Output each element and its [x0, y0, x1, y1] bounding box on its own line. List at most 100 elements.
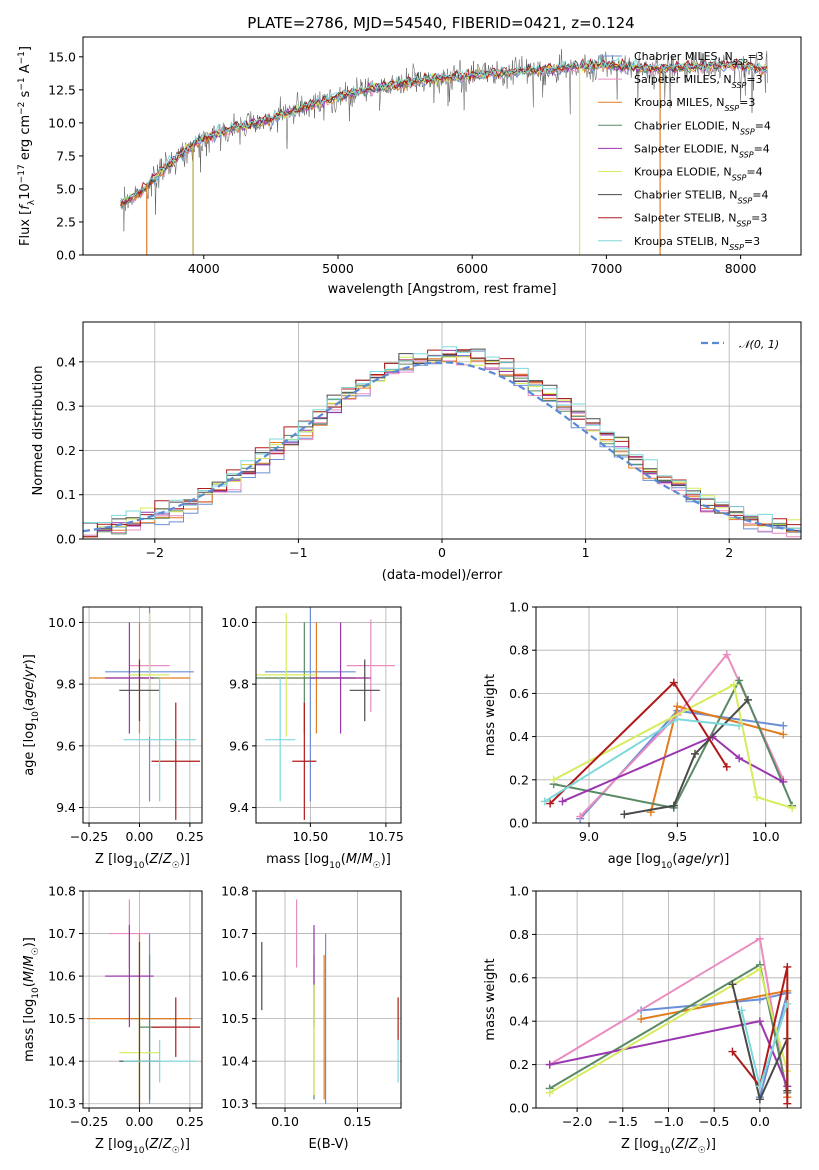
legend-label-chabrier-miles: Chabrier MILES, NSSP=3: [634, 50, 764, 67]
legend-label-salpeter-miles: Salpeter MILES, NSSP=3: [634, 73, 763, 90]
series-point-marker: [545, 1060, 554, 1069]
series-point-marker: [729, 680, 738, 689]
y-tick-label: 9.4: [56, 800, 76, 815]
series-point-marker: [735, 754, 744, 763]
series-point-marker: [620, 810, 629, 819]
x-tick-label: −0.25: [70, 829, 108, 844]
y-tick-label: 0.0: [56, 248, 76, 263]
axes-frame: [82, 36, 802, 256]
x-tick-label: 1: [582, 545, 590, 560]
axes-frame: [535, 606, 802, 824]
y-tick-label: 15.0: [48, 49, 76, 64]
x-axis-label: E(B-V): [308, 1137, 348, 1152]
errorbar-chabrier-stelib: [349, 659, 380, 722]
errorbar-chabrier-stelib: [119, 659, 160, 722]
legend-label-salpeter-elodie: Salpeter ELODIE, NSSP=4: [634, 142, 770, 159]
x-axis-label: wavelength [Angstrom, rest frame]: [328, 282, 557, 297]
series-point-marker: [669, 678, 678, 687]
x-axis-label: Z [log10(Z/Z☉)]: [95, 1137, 190, 1156]
series-point-marker: [735, 676, 744, 685]
y-tick-label: 0.1: [56, 487, 76, 502]
y-axis-label: mass weight: [483, 674, 498, 756]
y-axis-label: age [log10(age/yr)]: [22, 654, 41, 776]
series-point-marker: [744, 695, 752, 704]
x-tick-label: 6000: [456, 261, 488, 276]
y-tick-label: 10.4: [48, 1054, 76, 1069]
axes-weight-vs-Z: −2.0 −1.5 −1.0 −0.5 0.0 0.0 0.2 0.4 0.6 0.8 1.0: [509, 884, 802, 1129]
errorbar-salpeter-elodie: [310, 622, 371, 734]
series-point-marker: [755, 1017, 764, 1026]
x-tick-label: 10.75: [368, 829, 404, 844]
y-tick-label: 10.0: [48, 615, 76, 630]
page-title: PLATE=2786, MJD=54540, FIBERID=0421, z=0…: [247, 14, 634, 32]
legend-label-kroupa-stelib: Kroupa STELIB, NSSP=3: [634, 235, 760, 252]
series-point-marker: [722, 650, 731, 659]
series-point-marker: [691, 749, 699, 758]
y-tick-label: 10.0: [221, 615, 249, 630]
y-tick-label: 0.2: [509, 772, 529, 787]
series-point-marker: [779, 730, 788, 739]
x-axis-label: (data-model)/error: [382, 568, 503, 583]
y-tick-label: 10.8: [48, 884, 76, 899]
x-tick-label: −0.5: [699, 1114, 729, 1129]
axes-frame: [255, 890, 402, 1109]
series-point-marker: [558, 797, 567, 806]
series-point-marker: [752, 793, 761, 802]
y-tick-label: 1.0: [509, 600, 529, 615]
x-tick-label: 0.00: [126, 829, 154, 844]
series-line: [624, 699, 749, 816]
legend-label-chabrier-stelib: Chabrier STELIB, NSSP=4: [634, 189, 768, 206]
y-tick-label: 5.0: [56, 181, 76, 196]
y-axis-label: mass [log10(M/M☉)]: [22, 937, 41, 1062]
y-tick-label: 0.4: [56, 354, 76, 369]
series-point-marker: [779, 721, 788, 730]
y-tick-label: 9.8: [56, 677, 76, 692]
y-tick-label: 9.6: [56, 738, 76, 753]
errorbar-salpeter-miles: [346, 619, 395, 712]
y-tick-label: 10.0: [48, 115, 76, 130]
y-tick-label: 2.5: [56, 214, 76, 229]
y-tick-label: 0.2: [509, 1057, 529, 1072]
x-tick-label: 0: [438, 545, 446, 560]
x-tick-label: −0.25: [70, 1114, 108, 1129]
x-tick-label: 0.00: [126, 1114, 154, 1129]
x-tick-label: 0.15: [344, 1114, 372, 1129]
legend-label-salpeter-stelib: Salpeter STELIB, NSSP=3: [634, 212, 767, 229]
errorbar-salpeter-elodie: [105, 622, 154, 734]
x-tick-label: 7000: [590, 261, 622, 276]
histogram-chabrier-stelib: [83, 348, 801, 532]
axes-spectrum: 4000 5000 6000 7000 8000 0.0 2.5 5.0 7.5 10.0 12.5…: [48, 36, 802, 276]
series-point-marker: [546, 799, 555, 808]
y-tick-label: 9.6: [229, 738, 249, 753]
y-tick-label: 0.0: [56, 532, 76, 547]
y-tick-label: 0.2: [56, 443, 76, 458]
y-tick-label: 10.3: [221, 1096, 249, 1111]
series-point-marker: [755, 1095, 764, 1104]
series-point-marker: [755, 965, 764, 974]
series-line: [553, 683, 793, 809]
errorbar-kroupa-stelib: [123, 1039, 196, 1083]
plot-area: [83, 891, 202, 1108]
errorbar-kroupa-stelib: [265, 677, 296, 802]
errorbar-kroupa-stelib: [123, 677, 196, 802]
y-tick-label: 1.0: [509, 884, 529, 899]
series-line: [553, 678, 794, 810]
series-point-marker: [637, 1015, 646, 1024]
y-tick-label: 10.7: [48, 926, 76, 941]
axes-frame: [82, 890, 203, 1109]
legend-label-normal: 𝒩(0, 1): [739, 338, 779, 351]
x-tick-label: 0.10: [271, 1114, 299, 1129]
x-tick-label: 2: [725, 545, 733, 560]
axes-weight-vs-age: 9.0 9.5 10.0 0.0 0.2 0.4 0.6 0.8 1.0: [509, 600, 802, 844]
y-tick-label: 0.4: [509, 729, 529, 744]
y-tick-label: 9.4: [229, 800, 249, 815]
series-point-marker: [783, 1099, 792, 1108]
series-chabrier-stelib: [620, 695, 752, 819]
legend-label-chabrier-elodie: Chabrier ELODIE, NSSP=4: [634, 119, 771, 136]
x-tick-label: −1.5: [608, 1114, 638, 1129]
x-tick-label: 0.25: [176, 1114, 204, 1129]
series-point-marker: [783, 999, 792, 1008]
axes-age-vs-Z: −0.25 0.00 0.25 9.4 9.6 9.8 10.0: [48, 606, 204, 844]
series-point-marker: [755, 1082, 764, 1091]
y-tick-label: 0.0: [509, 1101, 529, 1116]
